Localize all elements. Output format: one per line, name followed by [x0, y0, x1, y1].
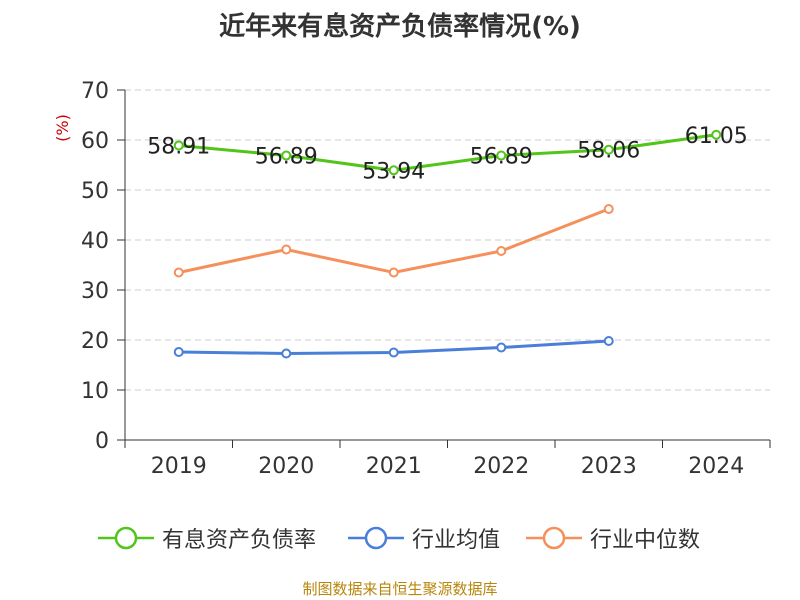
legend-item-0[interactable]: 有息资产负债率 [96, 520, 316, 556]
data-point-1[interactable] [173, 347, 184, 357]
legend-symbol-0 [98, 526, 154, 550]
data-label: 61.05 [685, 124, 748, 149]
data-point-0[interactable] [173, 140, 184, 151]
y-tick-label: 60 [81, 129, 109, 154]
data-point-1[interactable] [496, 342, 507, 353]
data-point-2[interactable] [281, 244, 292, 255]
series-line-0 [178, 133, 717, 172]
data-label: 58.06 [577, 139, 640, 164]
data-point-1[interactable] [603, 336, 614, 346]
x-tick-label: 2021 [366, 454, 422, 479]
y-tick-label: 70 [81, 79, 109, 104]
data-point-0[interactable] [281, 150, 292, 161]
data-point-2[interactable] [603, 204, 614, 214]
legend-symbol-1 [348, 526, 404, 550]
y-axis-label: (%) [53, 114, 72, 142]
y-tick-label: 10 [81, 379, 109, 404]
y-tick-label: 20 [81, 329, 109, 354]
data-point-2[interactable] [496, 246, 507, 256]
y-tick-label: 40 [81, 229, 109, 254]
x-tick-label: 2024 [688, 454, 744, 479]
x-tick-label: 2019 [151, 454, 207, 479]
data-point-0[interactable] [711, 129, 722, 140]
data-label: 56.89 [255, 145, 318, 170]
data-point-2[interactable] [173, 267, 184, 278]
data-point-0[interactable] [603, 144, 614, 155]
legend-label-1: 行业均值 [412, 528, 501, 553]
chart-legend: 有息资产负债率 行业均值 行业中位数 [0, 520, 800, 556]
source-footer: 制图数据来自恒生聚源数据库 [302, 580, 498, 598]
y-tick-label: 50 [81, 179, 109, 204]
legend-item-1[interactable]: 行业均值 [346, 520, 500, 556]
x-tick-label: 2023 [581, 454, 637, 479]
chart-title: 近年来有息资产负债率情况(%) [219, 12, 581, 42]
data-point-1[interactable] [388, 347, 399, 358]
data-point-1[interactable] [281, 348, 292, 359]
series-line-2 [178, 207, 610, 275]
x-tick-label: 2020 [258, 454, 314, 479]
legend-item-2[interactable]: 行业中位数 [524, 520, 700, 556]
data-point-0[interactable] [388, 165, 399, 176]
legend-label-2: 行业中位数 [590, 528, 701, 553]
data-label: 58.91 [147, 134, 210, 159]
data-label: 53.94 [362, 159, 425, 184]
legend-label-0: 有息资产负债率 [162, 528, 317, 553]
legend-symbol-2 [526, 526, 582, 550]
data-point-2[interactable] [388, 267, 399, 278]
y-tick-label: 30 [81, 279, 109, 304]
x-tick-label: 2022 [473, 454, 529, 479]
data-label: 56.89 [470, 145, 533, 170]
data-point-0[interactable] [496, 150, 507, 161]
y-tick-label: 0 [95, 429, 109, 454]
